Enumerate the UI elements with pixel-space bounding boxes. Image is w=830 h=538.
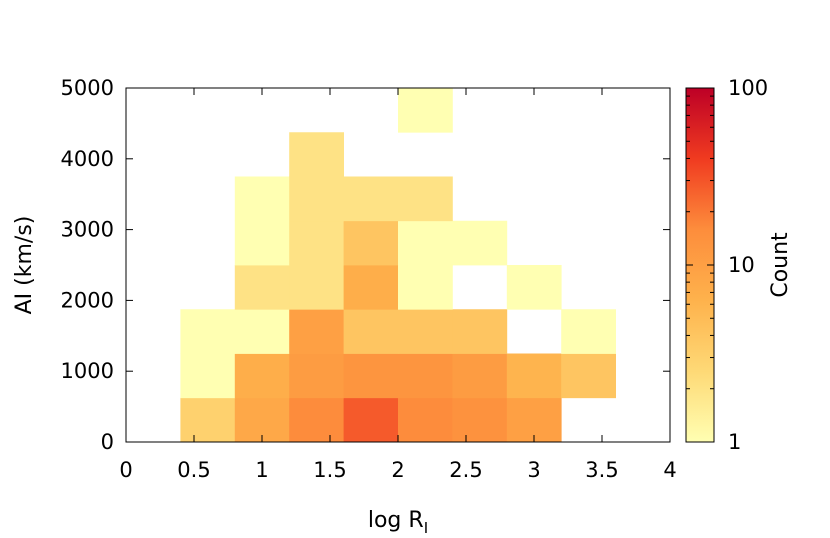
colorbar-tick-label: 1 <box>728 430 741 454</box>
heatmap-cell <box>289 132 344 177</box>
heatmap-cell <box>343 353 399 399</box>
x-tick-label: 4 <box>663 458 676 482</box>
x-tick-label: 2 <box>391 458 404 482</box>
heatmap-cell <box>289 220 344 266</box>
y-tick-label: 4000 <box>61 147 114 171</box>
heatmap-cell <box>180 353 236 399</box>
heatmap-cell <box>398 397 453 443</box>
y-tick-label: 2000 <box>61 288 114 312</box>
heatmap-cell <box>289 265 344 310</box>
heatmap-cell <box>506 397 562 443</box>
heatmap-cell <box>398 176 453 222</box>
colorbar-ticks: 1 10 100 <box>686 76 768 454</box>
heatmap-cell <box>452 397 508 443</box>
heatmap-cell <box>180 309 236 354</box>
heatmap-cell <box>289 309 344 354</box>
x-axis-ticks: 0 0.5 1 1.5 2 2.5 3 3.5 4 <box>119 88 677 482</box>
y-tick-label: 0 <box>101 430 114 454</box>
heatmap-cell <box>561 309 616 354</box>
heatmap-cell <box>506 353 562 399</box>
heatmap-cell <box>343 265 399 310</box>
y-axis-label: AI (km/s) <box>12 216 37 315</box>
heatmap-cell <box>452 220 508 266</box>
heatmap-cells <box>180 88 616 443</box>
heatmap-cell <box>343 176 399 222</box>
x-axis-label: log RI <box>368 508 428 537</box>
x-tick-label: 3 <box>527 458 540 482</box>
x-tick-label: 3.5 <box>585 458 618 482</box>
y-tick-label: 1000 <box>61 359 114 383</box>
y-axis-ticks: 0 1000 2000 3000 4000 5000 <box>61 76 670 454</box>
heatmap-cell <box>180 397 236 443</box>
heatmap-cell <box>234 353 290 399</box>
heatmap-cell <box>289 353 344 399</box>
heatmap-cell <box>398 309 453 354</box>
heatmap-cell <box>452 309 508 354</box>
x-tick-label: 1.5 <box>313 458 346 482</box>
y-tick-label: 3000 <box>61 218 114 242</box>
x-tick-label: 0 <box>119 458 132 482</box>
heatmap-cell <box>506 265 562 310</box>
colorbar-label: Count <box>768 232 793 298</box>
heatmap-cell <box>343 397 399 443</box>
heatmap-cell <box>289 176 344 222</box>
heatmap-cell <box>343 309 399 354</box>
heatmap-cell <box>234 176 290 222</box>
x-tick-label: 2.5 <box>449 458 482 482</box>
x-axis-label-subscript: I <box>424 519 428 537</box>
heatmap-cell <box>234 220 290 266</box>
heatmap-cell <box>234 309 290 354</box>
heatmap-cell <box>234 265 290 310</box>
colorbar-tick-label: 100 <box>728 76 768 100</box>
x-tick-label: 1 <box>255 458 268 482</box>
heatmap-cell <box>452 353 508 399</box>
x-axis-label-main: log R <box>368 508 424 533</box>
heatmap-cell <box>234 397 290 443</box>
heatmap-cell <box>398 265 453 310</box>
heatmap-cell <box>561 353 616 399</box>
heatmap-cell <box>343 220 399 266</box>
colorbar-tick-label: 10 <box>728 253 755 277</box>
heatmap-cell <box>289 397 344 443</box>
y-tick-label: 5000 <box>61 76 114 100</box>
heatmap-cell <box>398 353 453 399</box>
x-tick-label: 0.5 <box>177 458 210 482</box>
heatmap-cell <box>398 88 453 133</box>
heatmap-cell <box>398 220 453 266</box>
